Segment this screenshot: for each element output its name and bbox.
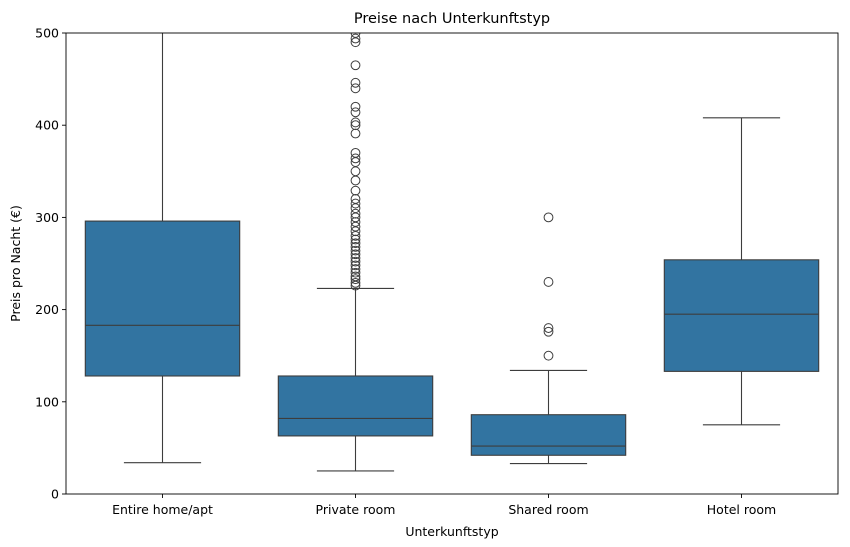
outlier-point	[350, 185, 361, 196]
outlier-point	[350, 60, 361, 71]
outlier-point	[350, 77, 361, 88]
outlier-point	[350, 198, 361, 209]
outlier-point	[350, 238, 361, 249]
box-iqr	[470, 414, 627, 456]
y-tick-label-400: 400	[35, 118, 59, 133]
box-group-2	[470, 212, 627, 465]
outlier-point	[350, 274, 361, 285]
outlier-point	[543, 323, 554, 333]
outlier-point	[350, 242, 361, 252]
y-tick-label-200: 200	[35, 302, 59, 317]
plot-area	[84, 33, 820, 472]
outlier-point	[350, 260, 361, 271]
outlier-point	[350, 264, 361, 274]
y-tick-label-0: 0	[51, 487, 59, 502]
outlier-point	[350, 117, 361, 128]
outlier-point	[350, 253, 361, 263]
outlier-point	[350, 175, 361, 186]
y-axis-label: Preis pro Nacht (€)	[8, 205, 23, 322]
outlier-point	[350, 147, 361, 158]
outlier-point	[350, 217, 361, 227]
y-axis: 0 100 200 300 400 500	[35, 26, 66, 502]
box-iqr	[663, 259, 820, 372]
outlier-point	[350, 101, 361, 112]
outlier-point	[350, 120, 361, 131]
x-tick-label-2: Shared room	[508, 502, 588, 517]
outlier-point	[350, 234, 361, 245]
outlier-point	[350, 194, 361, 204]
x-tick-label-3: Hotel room	[707, 502, 776, 517]
y-tick-label-100: 100	[35, 394, 59, 409]
x-axis: Entire home/apt Private room Shared room Ho…	[112, 494, 776, 517]
outlier-point	[350, 267, 361, 278]
box-group-3	[663, 117, 820, 426]
outlier-point	[350, 245, 361, 256]
outlier-point	[543, 326, 554, 337]
x-axis-label: Unterkunftstyp	[405, 524, 498, 539]
outlier-point	[350, 208, 361, 219]
box-group-0	[84, 33, 241, 464]
outlier-point	[350, 107, 361, 118]
outlier-point	[350, 33, 361, 44]
outlier-point	[350, 83, 361, 94]
outlier-point	[350, 166, 361, 177]
y-tick-label-300: 300	[35, 210, 59, 225]
box-group-1	[277, 33, 434, 472]
x-tick-label-1: Private room	[316, 502, 396, 517]
outlier-point	[350, 128, 361, 139]
chart-title: Preise nach Unterkunftstyp	[354, 11, 550, 27]
box-iqr	[277, 375, 434, 437]
outlier-point	[543, 212, 554, 223]
outlier-point	[350, 249, 361, 260]
outlier-point	[350, 153, 361, 164]
plot-frame	[65, 32, 839, 495]
outlier-point	[350, 271, 361, 282]
x-tick-label-0: Entire home/apt	[112, 502, 213, 517]
outlier-point	[350, 277, 361, 288]
y-tick-label-500: 500	[35, 26, 59, 41]
outlier-point	[543, 350, 554, 361]
box-iqr	[84, 220, 241, 377]
outlier-point	[350, 256, 361, 267]
outlier-point	[543, 277, 554, 287]
